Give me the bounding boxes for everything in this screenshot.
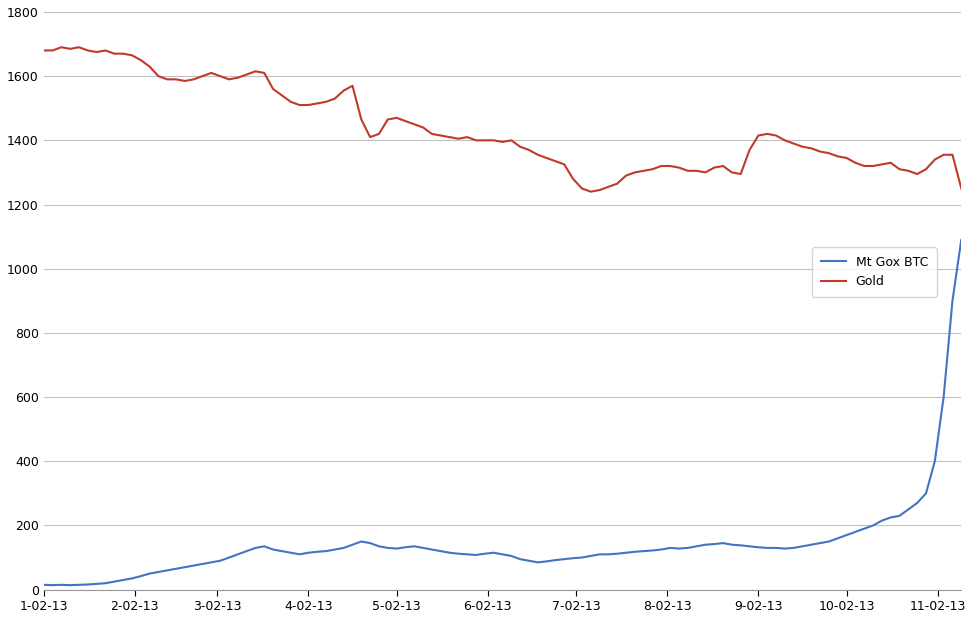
Gold <box>956 185 967 192</box>
Mt Gox BTC <box>444 549 455 557</box>
Gold <box>717 162 729 170</box>
Gold <box>444 133 455 141</box>
Mt Gox BTC <box>708 541 720 548</box>
Gold <box>170 76 182 83</box>
Gold <box>400 117 411 125</box>
Mt Gox BTC <box>956 236 967 244</box>
Mt Gox BTC <box>47 582 59 589</box>
Legend: Mt Gox BTC, Gold: Mt Gox BTC, Gold <box>812 247 937 297</box>
Mt Gox BTC <box>56 581 67 588</box>
Gold <box>38 46 50 54</box>
Gold <box>47 46 59 54</box>
Gold <box>726 169 738 176</box>
Mt Gox BTC <box>947 297 958 304</box>
Gold <box>56 43 67 51</box>
Line: Gold: Gold <box>44 47 961 192</box>
Mt Gox BTC <box>170 565 182 572</box>
Line: Mt Gox BTC: Mt Gox BTC <box>44 240 961 585</box>
Mt Gox BTC <box>717 539 729 547</box>
Mt Gox BTC <box>38 581 50 588</box>
Gold <box>585 188 597 195</box>
